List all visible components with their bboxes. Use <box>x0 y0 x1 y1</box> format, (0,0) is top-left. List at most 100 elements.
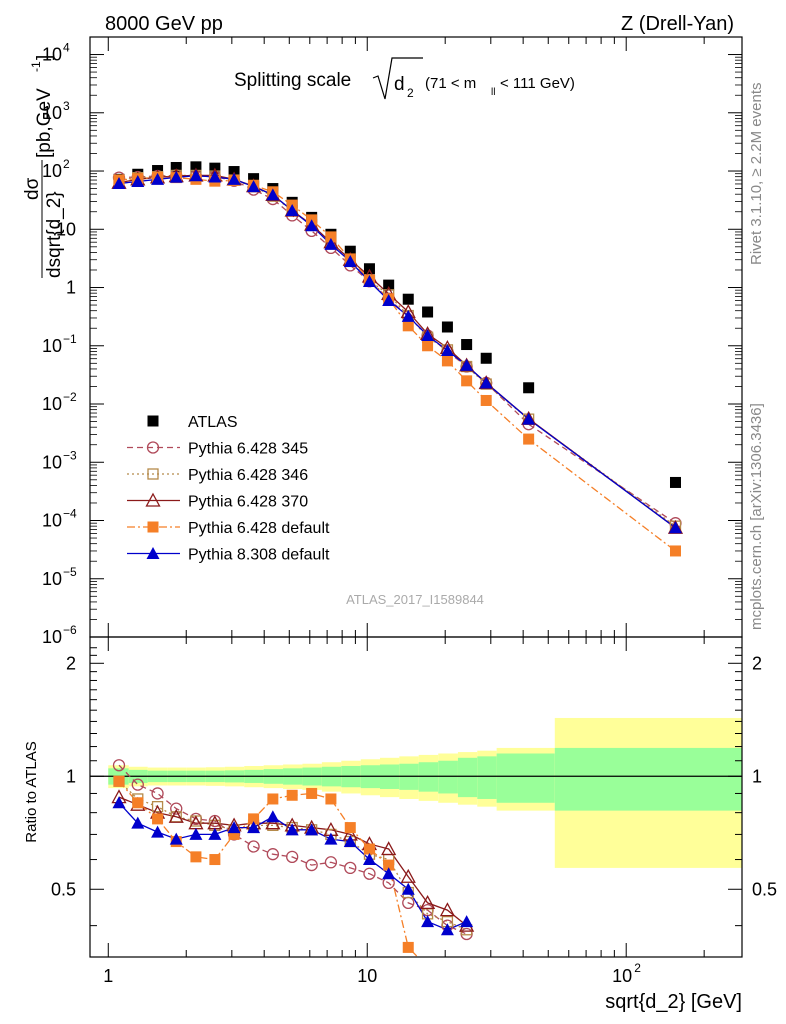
ratio-point-2-17 <box>439 902 456 917</box>
ratio-point-4-0 <box>112 796 126 809</box>
main-y-tick-label: 10 −1 <box>42 332 77 356</box>
ratio-point-0-3 <box>170 802 183 815</box>
y-label-unit: [pb,GeV <box>34 88 55 158</box>
legend-marker-2 <box>147 468 159 480</box>
main-y-tick-label: 10 −3 <box>42 448 77 472</box>
legend-marker-3 <box>145 492 161 507</box>
header-right: Z (Drell-Yan) <box>621 13 734 35</box>
ratio-point-4-12 <box>343 835 357 848</box>
ratio-y-label: Ratio to ATLAS <box>23 741 40 842</box>
main-y-tick-text: 10 <box>42 45 62 65</box>
main-y-tick-label: 10 3 <box>42 99 70 123</box>
ratio-point-3-6 <box>228 828 240 840</box>
ratio-point-4-6 <box>227 821 241 834</box>
legend-entry-4: Pythia 6.428 default <box>127 520 330 537</box>
main-point-0-19 <box>480 352 492 364</box>
legend-entry-3: Pythia 6.428 370 <box>127 492 308 511</box>
legend-label-5: Pythia 8.308 default <box>188 547 330 564</box>
ratio-panel: 0.5 0.51 12 21 10 10 2 Ratio to ATLAS sqrt{d_2… <box>23 636 777 1013</box>
ratio-point-3-1 <box>132 797 144 809</box>
ratio-point-4-13 <box>362 853 376 866</box>
main-point-0-3 <box>170 161 182 173</box>
main-point-4-18 <box>461 375 473 387</box>
ratio-point-3-17 <box>442 978 453 989</box>
ratio-y-tick-label-right: 2 <box>752 653 762 673</box>
main-y-tick-exp: −6 <box>63 623 77 637</box>
legend-entry-5: Pythia 8.308 default <box>127 547 330 564</box>
ratio-point-0-2 <box>151 787 164 800</box>
ratio-point-3-9 <box>286 789 298 801</box>
main-y-tick-text: 10 <box>42 103 62 123</box>
ratio-y-tick-label: 0.5 <box>51 879 76 899</box>
main-y-tick-label: 1 <box>66 278 76 298</box>
title-main: Splitting scale <box>234 70 351 91</box>
main-point-0-16 <box>422 306 434 318</box>
main-series-line-4 <box>118 176 676 552</box>
main-point-5-1 <box>131 175 145 188</box>
main-point-5-7 <box>247 180 261 193</box>
y-label-unit-close: ] <box>34 55 55 60</box>
main-point-5-20 <box>522 412 536 425</box>
main-point-4-20 <box>523 433 535 445</box>
main-point-0-17 <box>441 321 453 333</box>
legend-label-1: Pythia 6.428 345 <box>188 441 308 458</box>
legend-label-2: Pythia 6.428 346 <box>188 467 308 484</box>
ratio-band-green-18 <box>457 757 478 798</box>
ratio-point-4-2 <box>151 825 165 838</box>
main-point-5-4 <box>189 169 203 182</box>
ratio-point-3-4 <box>190 851 202 863</box>
main-point-5-17 <box>440 343 454 356</box>
main-y-tick-exp: 2 <box>63 157 70 171</box>
main-y-tick-text: 10 <box>42 627 62 647</box>
ratio-y-tick-label: 2 <box>66 653 76 673</box>
main-point-5-15 <box>401 309 415 322</box>
ratio-band-green-19 <box>477 756 497 799</box>
ratio-point-3-2 <box>152 813 164 825</box>
ratio-point-3-11 <box>325 793 337 805</box>
ratio-point-0-1 <box>131 778 144 791</box>
ratio-point-0-7 <box>247 840 260 853</box>
ratio-point-0-8 <box>266 848 279 861</box>
main-point-4-17 <box>441 355 453 367</box>
main-y-tick-exp: −1 <box>63 332 77 346</box>
main-marks <box>111 161 684 557</box>
x-tick-label: 10 <box>612 966 632 986</box>
legend-marker-1 <box>146 441 160 454</box>
ratio-point-0-12 <box>344 861 357 875</box>
main-series-line-1 <box>118 174 676 524</box>
ratio-point-2-3 <box>168 808 184 823</box>
ratio-marks <box>90 717 742 1001</box>
ratio-point-4-4 <box>189 827 203 840</box>
mcplots-label: mcplots.cern.ch [arXiv:1306.3436] <box>748 403 765 630</box>
legend-label-3: Pythia 6.428 370 <box>188 494 308 511</box>
ratio-point-4-1 <box>131 816 145 829</box>
ratio-point-0-0 <box>112 759 126 772</box>
ratio-frame <box>89 636 743 958</box>
legend: ATLAS Pythia 6.428 345 Pythia 6.428 346 Pyt… <box>127 414 330 564</box>
legend-marker-0 <box>147 415 159 427</box>
main-point-5-2 <box>151 172 165 185</box>
main-y-tick-label: 10 −4 <box>42 507 77 531</box>
main-y-tick-text: 1 <box>66 278 76 298</box>
main-y-tick-exp: −5 <box>63 565 77 579</box>
main-point-4-19 <box>480 394 492 406</box>
main-point-5-9 <box>285 204 299 217</box>
ratio-point-0-18 <box>460 927 473 941</box>
main-point-0-18 <box>461 339 473 351</box>
main-y-tick-label: 10 2 <box>42 157 70 181</box>
ratio-point-4-11 <box>324 832 338 845</box>
x-axis-label: sqrt{d_2} [GeV] <box>605 991 742 1013</box>
ratio-point-2-15 <box>400 868 416 883</box>
ratio-y-tick-label: 1 <box>66 766 76 786</box>
ratio-y-tick-label-right: 0.5 <box>752 879 777 899</box>
main-point-0-20 <box>523 382 535 394</box>
title-range-pre: (71 < m <box>425 75 476 92</box>
y-label-denominator: dsqrt{d_2} <box>44 191 65 278</box>
main-y-tick-text: 10 <box>42 161 62 181</box>
main-y-tick-exp: 3 <box>63 99 70 113</box>
ratio-point-3-18 <box>461 990 472 1001</box>
ratio-band-green-16 <box>418 762 439 792</box>
main-point-0-12 <box>344 245 356 257</box>
